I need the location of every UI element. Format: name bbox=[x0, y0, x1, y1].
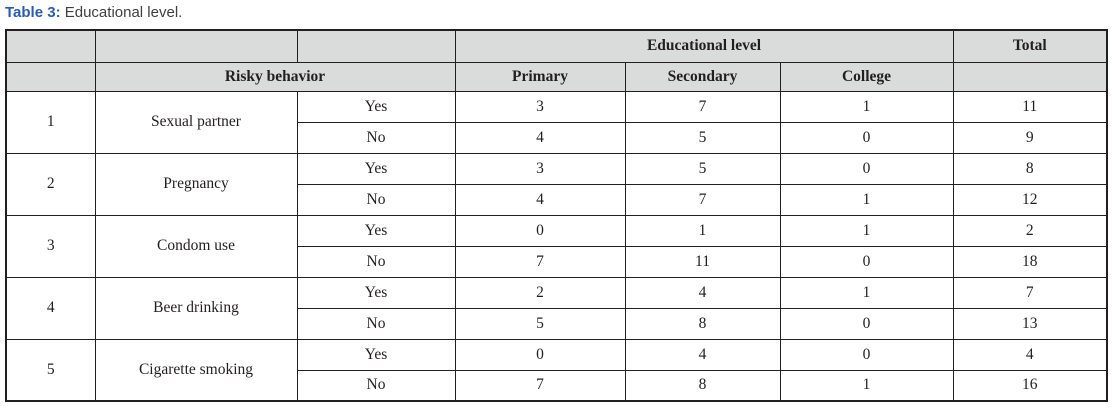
cell-secondary: 8 bbox=[624, 307, 781, 340]
table-row: 2 Pregnancy Yes 3 5 0 8 bbox=[5, 152, 1108, 216]
cell-total: 9 bbox=[952, 121, 1108, 154]
answer-label: Yes bbox=[296, 214, 456, 247]
cell-total: 11 bbox=[952, 90, 1108, 123]
cell-secondary: 5 bbox=[624, 152, 781, 185]
cell-primary: 3 bbox=[454, 152, 626, 185]
table-row: 4 Beer drinking Yes 2 4 1 7 bbox=[5, 276, 1108, 340]
header-risky-behavior: Risky behavior bbox=[94, 61, 456, 92]
cell-secondary: 11 bbox=[624, 245, 781, 278]
cell-primary: 0 bbox=[454, 214, 626, 247]
table-caption: Table 3: Educational level. bbox=[5, 3, 1107, 23]
answer-label: Yes bbox=[296, 90, 456, 123]
cell-total: 7 bbox=[952, 276, 1108, 309]
header-secondary: Secondary bbox=[624, 61, 781, 92]
cell-primary: 5 bbox=[454, 307, 626, 340]
cell-college: 1 bbox=[779, 276, 954, 309]
behavior-label: Cigarette smoking bbox=[94, 338, 298, 402]
behavior-label: Condom use bbox=[94, 214, 298, 278]
cell-secondary: 1 bbox=[624, 214, 781, 247]
answer-label: No bbox=[296, 183, 456, 216]
table-row: No 7 11 0 18 bbox=[6, 245, 1108, 278]
header-empty-cell bbox=[952, 61, 1108, 92]
row-number: 5 bbox=[5, 338, 96, 402]
cell-total: 8 bbox=[952, 152, 1108, 185]
header-row-1: Educational level Total bbox=[5, 29, 1108, 63]
answer-label: Yes bbox=[296, 152, 456, 185]
answer-label: No bbox=[296, 369, 456, 402]
cell-college: 1 bbox=[779, 214, 954, 247]
header-college: College bbox=[779, 61, 954, 92]
row-number: 2 bbox=[5, 152, 96, 216]
answer-label: No bbox=[296, 121, 456, 154]
answer-label: Yes bbox=[296, 276, 456, 309]
cell-college: 1 bbox=[779, 369, 954, 402]
cell-secondary: 5 bbox=[624, 121, 781, 154]
table-row: No 4 5 0 9 bbox=[6, 121, 1108, 154]
cell-college: 1 bbox=[779, 90, 954, 123]
cell-secondary: 8 bbox=[624, 369, 781, 402]
table-caption-text: Educational level. bbox=[60, 4, 183, 21]
behavior-label: Sexual partner bbox=[94, 90, 298, 154]
educational-level-table: Educational level Total Risky behavior P… bbox=[5, 29, 1109, 402]
header-empty-cell bbox=[296, 29, 456, 63]
behavior-label: Beer drinking bbox=[94, 276, 298, 340]
answer-label: Yes bbox=[296, 338, 456, 371]
answer-label: No bbox=[296, 245, 456, 278]
cell-total: 13 bbox=[952, 307, 1108, 340]
row-number: 4 bbox=[5, 276, 96, 340]
header-empty-cell bbox=[94, 29, 298, 63]
table-caption-label: Table 3: bbox=[5, 4, 61, 21]
table-row: 5 Cigarette smoking Yes 0 4 0 4 bbox=[5, 338, 1108, 402]
cell-primary: 3 bbox=[454, 90, 626, 123]
cell-college: 0 bbox=[779, 152, 954, 185]
table-row: No 7 8 1 16 bbox=[6, 369, 1108, 402]
cell-secondary: 4 bbox=[624, 276, 781, 309]
cell-primary: 4 bbox=[454, 183, 626, 216]
cell-college: 0 bbox=[779, 245, 954, 278]
cell-total: 4 bbox=[952, 338, 1108, 371]
answer-label: No bbox=[296, 307, 456, 340]
cell-secondary: 7 bbox=[624, 183, 781, 216]
cell-total: 18 bbox=[952, 245, 1108, 278]
row-number: 3 bbox=[5, 214, 96, 278]
header-empty-cell bbox=[5, 61, 96, 92]
cell-total: 16 bbox=[952, 369, 1108, 402]
cell-secondary: 4 bbox=[624, 338, 781, 371]
table-row: No 5 8 0 13 bbox=[6, 307, 1108, 340]
cell-college: 0 bbox=[779, 121, 954, 154]
cell-college: 1 bbox=[779, 183, 954, 216]
header-educational-level: Educational level bbox=[454, 29, 954, 63]
cell-primary: 0 bbox=[454, 338, 626, 371]
table-row: 1 Sexual partner Yes 3 7 1 11 bbox=[5, 90, 1108, 154]
cell-primary: 7 bbox=[454, 245, 626, 278]
cell-college: 0 bbox=[779, 338, 954, 371]
cell-primary: 2 bbox=[454, 276, 626, 309]
cell-total: 12 bbox=[952, 183, 1108, 216]
cell-primary: 4 bbox=[454, 121, 626, 154]
behavior-label: Pregnancy bbox=[94, 152, 298, 216]
cell-primary: 7 bbox=[454, 369, 626, 402]
header-total: Total bbox=[952, 29, 1108, 63]
table-row: 3 Condom use Yes 0 1 1 2 bbox=[5, 214, 1108, 278]
cell-total: 2 bbox=[952, 214, 1108, 247]
cell-secondary: 7 bbox=[624, 90, 781, 123]
row-number: 1 bbox=[5, 90, 96, 154]
header-empty-cell bbox=[5, 29, 96, 63]
header-primary: Primary bbox=[454, 61, 626, 92]
header-row-2: Risky behavior Primary Secondary College bbox=[5, 61, 1108, 92]
cell-college: 0 bbox=[779, 307, 954, 340]
